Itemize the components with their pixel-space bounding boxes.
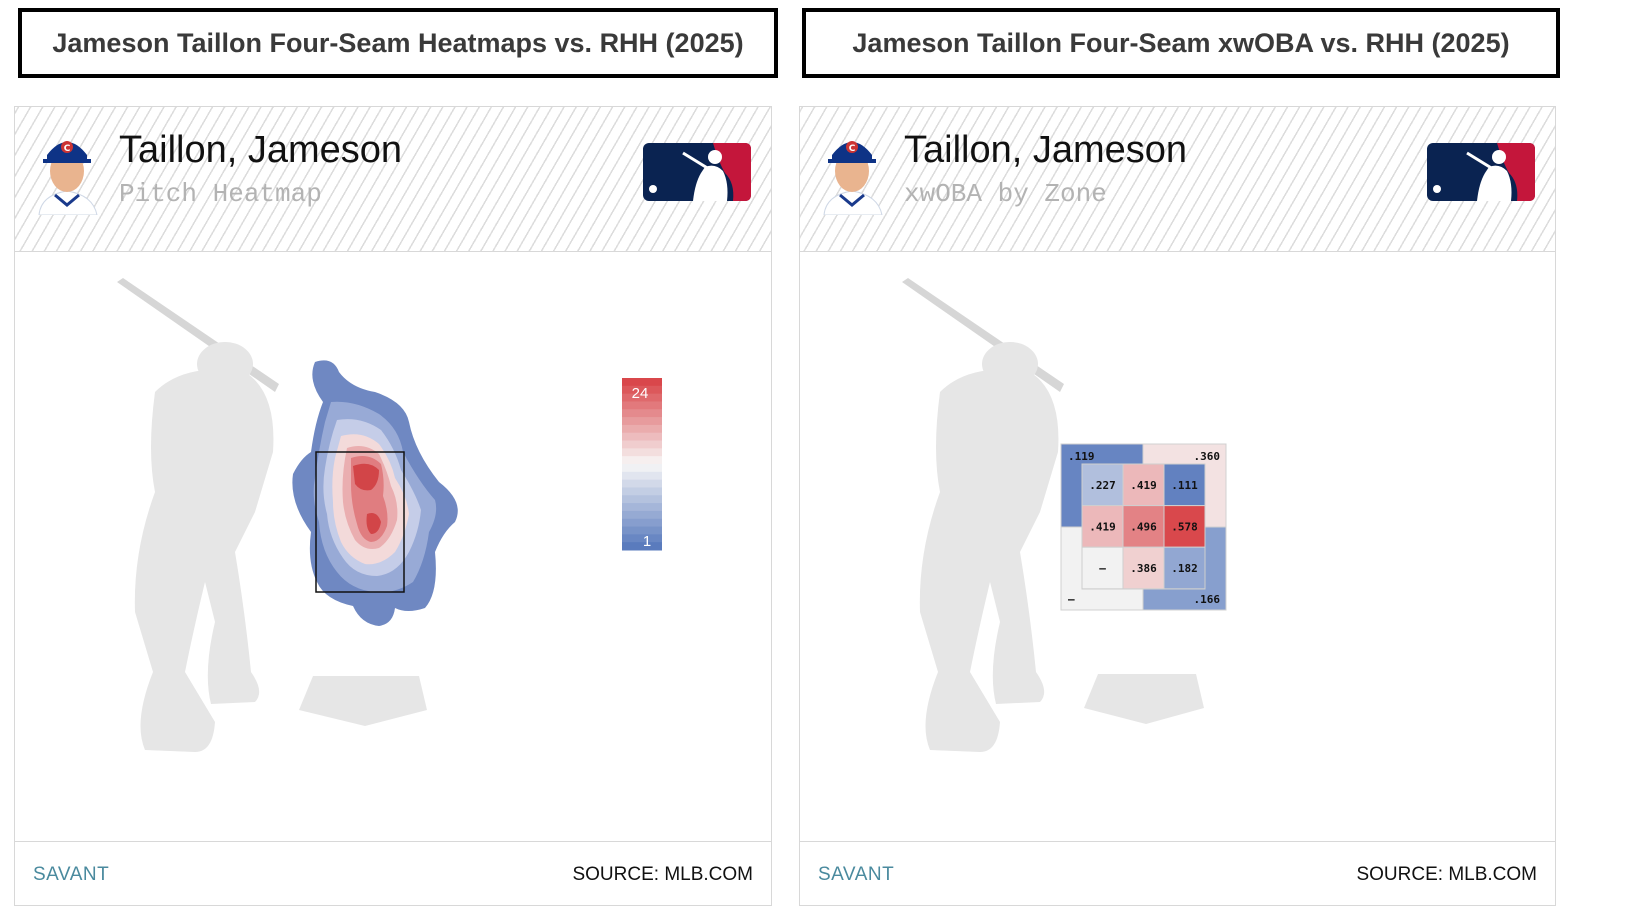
legend-step <box>622 393 662 402</box>
legend-step <box>622 409 662 418</box>
legend-step <box>622 518 662 528</box>
inner-zone-label: .386 <box>1130 562 1157 575</box>
xwoba-zone-chart: .119 .360 – .166 .227 .419 .111 .419 .496 .57… <box>902 278 1227 752</box>
left-chart-title: Jameson Taillon Four-Seam Heatmaps vs. R… <box>18 8 778 78</box>
heatmap-contour-7 <box>353 463 379 491</box>
legend-max-label: 24 <box>632 385 649 402</box>
legend-step <box>622 542 662 551</box>
legend-step <box>622 495 662 504</box>
panel-footer: SAVANT SOURCE: MLB.COM <box>800 841 1555 905</box>
home-plate-icon <box>299 676 427 726</box>
inner-zone-cell <box>1163 546 1206 590</box>
player-name: Taillon, Jameson <box>904 129 1188 171</box>
inner-zone-label: .419 <box>1130 479 1157 492</box>
legend-min-label: 1 <box>643 533 651 550</box>
legend-step <box>622 385 662 395</box>
player-headshot-icon: C <box>38 141 98 215</box>
source-label: SOURCE: MLB.COM <box>572 864 753 885</box>
legend-step <box>622 440 662 449</box>
xwoba-body: .119 .360 – .166 .227 .419 .111 .419 .496 .57… <box>800 252 1555 842</box>
player-name: Taillon, Jameson <box>119 129 403 171</box>
inner-zones: .227 .419 .111 .419 .496 .578 – .386 .182 <box>1081 463 1206 590</box>
legend-step <box>622 401 662 410</box>
legend-step <box>622 432 662 442</box>
heatmap-panel: C Taillon, Jameson Pitch Heatmap <box>14 106 772 906</box>
savant-link[interactable]: SAVANT <box>818 864 895 885</box>
heatmap-chart: 24 1 <box>117 278 662 752</box>
inner-zone-label: .227 <box>1089 479 1116 492</box>
legend-step <box>622 378 662 387</box>
inner-zone-label: .182 <box>1171 562 1198 575</box>
mlb-logo-icon <box>1427 143 1535 201</box>
legend-step <box>622 464 662 473</box>
legend-step <box>622 526 662 535</box>
chart-subtitle: xwOBA by Zone <box>904 179 1107 209</box>
panel-header: C Taillon, Jameson xwOBA by Zone <box>800 107 1555 252</box>
legend-step <box>622 503 662 512</box>
legend-step <box>622 424 662 434</box>
inner-zone-label: .578 <box>1171 520 1198 533</box>
inner-zone-cell <box>1122 546 1165 590</box>
inner-zone-cell <box>1163 505 1206 548</box>
home-plate-icon <box>1084 674 1204 724</box>
strike-zone <box>315 451 405 593</box>
legend-step <box>622 471 662 481</box>
inner-zone-label: .111 <box>1171 479 1198 492</box>
outer-zone-label-top-right: .360 <box>1194 450 1221 463</box>
outer-zone-label-bottom-right: .166 <box>1194 593 1221 606</box>
svg-text:C: C <box>64 144 71 154</box>
mlb-logo-icon <box>643 143 751 201</box>
inner-zone-label: .419 <box>1089 520 1116 533</box>
xwoba-panel: C Taillon, Jameson xwOBA by Zone <box>799 106 1556 906</box>
legend-step <box>622 417 662 426</box>
svg-text:C: C <box>849 144 856 154</box>
legend-step <box>622 448 662 457</box>
inner-zone-cell <box>1163 463 1206 507</box>
legend-step <box>622 479 662 488</box>
inner-zone-cell <box>1081 505 1124 548</box>
heatmap-contour-8 <box>366 513 381 534</box>
batter-silhouette-icon <box>902 278 1064 752</box>
legend-step <box>622 456 662 465</box>
legend-step <box>622 510 662 520</box>
outer-zone-label-top-left: .119 <box>1068 450 1095 463</box>
source-label: SOURCE: MLB.COM <box>1356 864 1537 885</box>
inner-zone-cell <box>1081 546 1124 590</box>
right-chart-title: Jameson Taillon Four-Seam xwOBA vs. RHH … <box>802 8 1560 78</box>
heatmap-legend <box>622 378 662 551</box>
outer-zone-label-bottom-left: – <box>1068 593 1075 606</box>
panel-footer: SAVANT SOURCE: MLB.COM <box>15 841 771 905</box>
chart-subtitle: Pitch Heatmap <box>119 179 322 209</box>
panel-header: C Taillon, Jameson Pitch Heatmap <box>15 107 771 252</box>
player-headshot-icon: C <box>823 141 883 215</box>
savant-link[interactable]: SAVANT <box>33 864 110 885</box>
inner-zone-label: – <box>1099 562 1106 575</box>
inner-zone-label: .496 <box>1130 520 1157 533</box>
legend-step <box>622 487 662 496</box>
batter-silhouette-icon <box>117 278 279 752</box>
legend-step <box>622 534 662 543</box>
heatmap-density <box>292 360 458 626</box>
heatmap-body: 24 1 <box>15 252 771 842</box>
